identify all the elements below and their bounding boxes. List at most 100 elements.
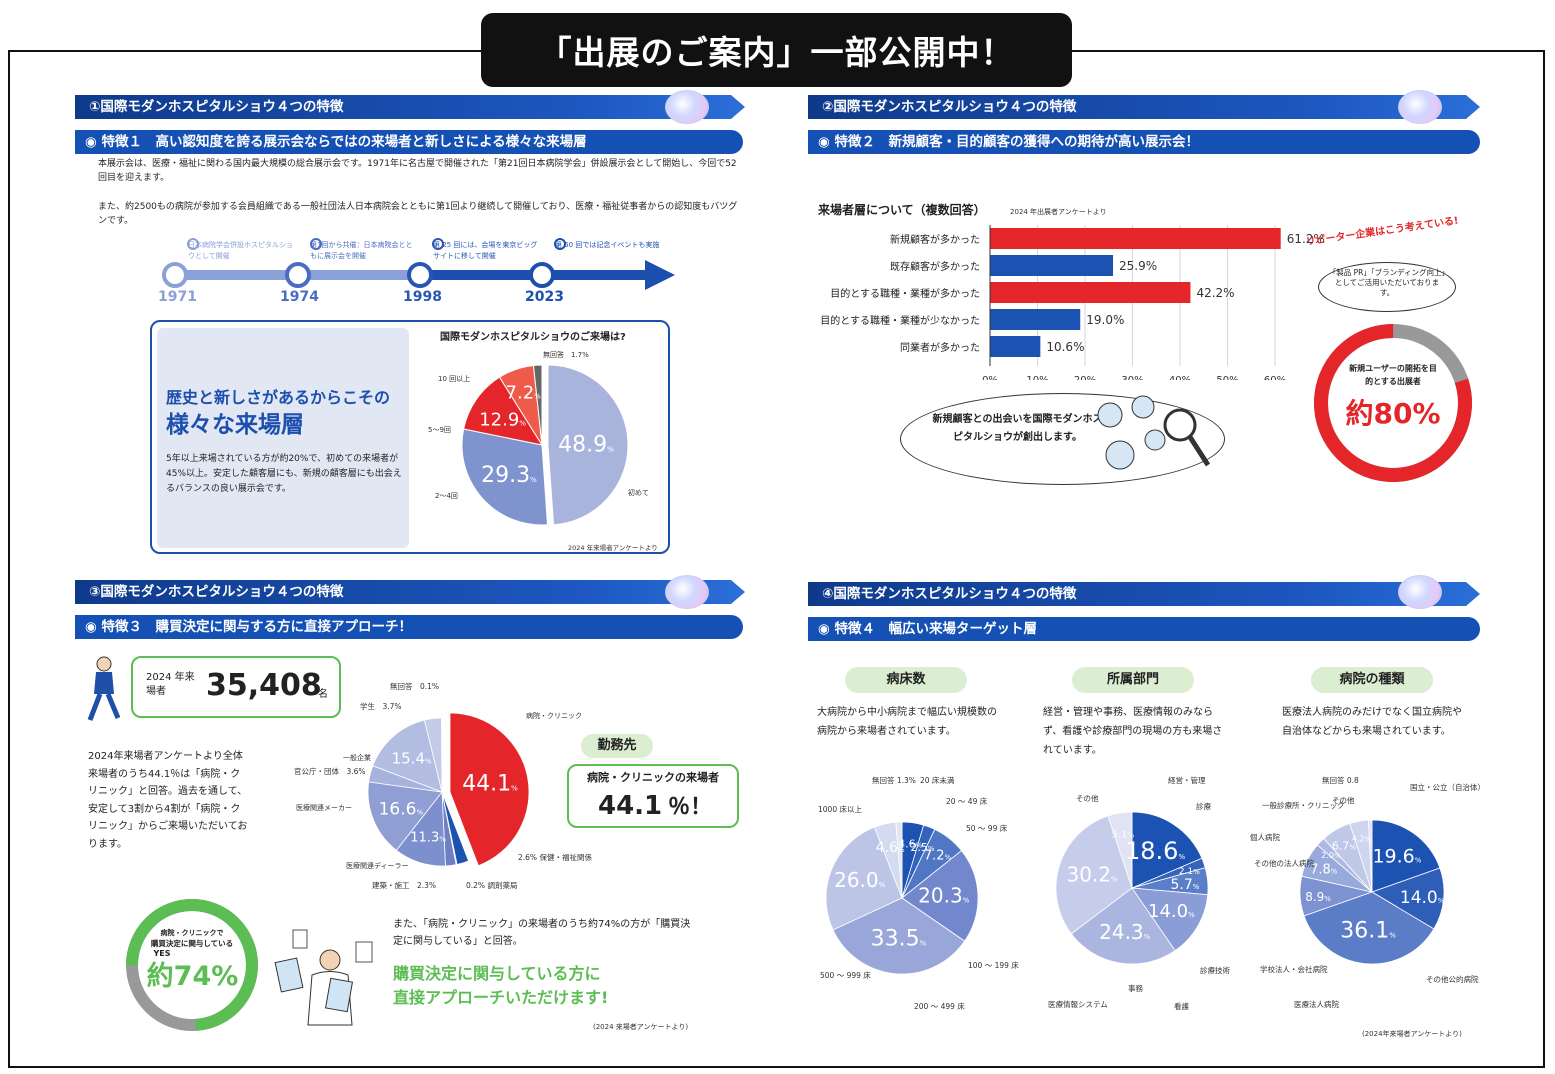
pie4c-slice [1371,819,1441,893]
text-department: 経営・管理や事務、医療情報のみならず、看護や診療部門の現場の方も来場されています… [1043,707,1223,756]
pie4a-outlabel: 500 ～ 999 床 [820,970,871,980]
pie4a-outlabel: 無回答 1.3% [872,775,916,785]
bar-title: 来場者層について（複数回答） [818,203,986,217]
timeline-year-1971: 1971 [158,289,197,305]
section1-header: ①国際モダンホスピタルショウ４つの特徴 [75,95,745,119]
pie3-outlabel: 官公庁・団体 3.6% [294,766,366,776]
timeline-dot [310,238,322,250]
pie4b-slice [1131,887,1209,952]
orb-icon [1398,90,1442,124]
pie1-outlabel: 初めて [628,488,649,497]
donut74-label1: 病院・クリニックで [160,929,224,937]
pie4b-value: 30.2% [1066,863,1118,887]
pie4a-slice [901,850,979,942]
pie4c-slice [1371,867,1445,930]
green-text2: 直接アプローチいただけます! [393,988,609,1007]
pie4a-slice [825,826,903,931]
pie4b-value: 2.1% [1179,867,1200,877]
pie1-slice [532,364,543,446]
pie4b-value: 18.6% [1125,837,1185,865]
pie4c-value: 2.0% [1321,851,1341,860]
pie4a-outlabel: 20 ～ 49 床 [946,796,988,806]
bar-category: 新規顧客が多かった [890,233,980,246]
pie4a-outlabel: 50 ～ 99 床 [966,823,1008,833]
pie4c-outlabel: その他公的病院 [1426,974,1479,984]
pie3-value: 15.4% [392,750,432,768]
pie4a-value: 2.5% [910,841,935,854]
donut80-label: 新規ユーザーの開拓を目的とする出展者 [1349,364,1437,386]
visitor-box-text: 5年以上来場されている方が約20%で、初めての来場者が45%以上。安定した顧客層… [166,454,402,494]
pie4b-slice [1070,887,1176,965]
pie4b-value: 5.1% [1112,830,1135,841]
donut74-label2: 購買決定に関与している [150,939,234,948]
bar-value: 19.0% [1086,313,1124,327]
pie4c-outlabel: 個人病院 [1250,832,1280,842]
pie4c-outlabel: 一般診療所・クリニック [1262,800,1345,810]
pie-hospital-type-chart: 19.6%14.0%36.1%8.9%7.8%2.0%6.7%4.2%国立・公立… [1250,775,1480,1009]
pie4b-slice [1055,815,1133,935]
section1-paragraph1: 本展示会は、医療・福祉に関わる国内最大規模の総合展示会です。1971年に名古屋で… [98,159,737,183]
bar-source: 2024 年出展者アンケートより [1010,208,1107,216]
pie4a-value: 33.5% [871,927,927,952]
running-man-icon [87,656,121,721]
bar-tick: 10% [1026,375,1048,380]
pie3-slice [372,719,443,793]
pie4c-outlabel: 医療法人病院 [1294,999,1339,1009]
pie4c-value: 36.1% [1340,918,1396,943]
bar [990,336,1041,357]
pie3-outlabel: 一般企業 [343,753,371,762]
pie1-chart: 48.9% 29.3% 12.9% 7.2% 初めて 2～4回 5～9回 10 回以上 無回答 … [428,350,649,526]
tag-beds: 病床数 [845,667,967,693]
timeline-year-1998: 1998 [403,289,442,305]
timeline-node [407,262,433,288]
pie4a-outlabel: 200 ～ 499 床 [914,1001,965,1011]
section3-feature: ◉ 特徴３ 購買決定に関与する方に直接アプローチ！ [75,615,743,639]
timeline-note-1971: 日本病院学会併設ホスピタルショウとして開催 [188,241,293,260]
visitor-box-title2: 様々な来場層 [166,412,304,438]
visitor-count-box [131,656,341,718]
pie4c-outlabel: 国立・公立（自治体）病院 [1410,782,1480,792]
pie4c-value: 14.0% [1400,888,1445,908]
section2-feature: ◉ 特徴２ 新規顧客・目的顧客の獲得への期待が高い展示会！ [808,130,1480,154]
pie4a-outlabel: 1000 床以上 [818,804,862,814]
pie3-slice [449,712,530,867]
pie1-slice [461,428,549,526]
pie4a-value: 26.0% [834,868,886,892]
visitor-box-title1: 歴史と新しさがあるからこその [166,388,391,407]
orb-icon [665,575,709,609]
pie3-value: 44.1% [462,772,518,797]
text-beds: 大病院から中小病院まで幅広い規模数の病院から来場者されています。 [817,707,997,737]
timeline-dot [554,238,566,250]
section4-source: (2024年来場者アンケートより) [1362,1030,1462,1038]
visitor-box-panel [157,328,409,548]
pie3-value: 16.6% [379,800,424,820]
pie4c-outlabel: その他の法人病院 [1254,858,1314,868]
timeline [162,238,675,290]
work-box-label: 病院・クリニックの来場者 [587,771,719,784]
speech-text: 新規顧客との出会いを国際モダンホスピタルショウが創出します。 [932,414,1103,443]
pie4c-slice [1367,819,1373,893]
bar-value: 42.2% [1196,286,1234,300]
bar [990,309,1081,330]
visitor-box [150,320,670,554]
pie4b-outlabel: 事務 [1128,983,1144,993]
visitor-count: 35,408 [206,668,322,703]
pie4b-slice [1107,811,1133,889]
people-magnifier-icon [1097,395,1211,470]
pie4c-slice [1303,891,1435,965]
timeline-node [529,262,555,288]
section2-header: ②国際モダンホスピタルショウ４つの特徴 [808,95,1480,119]
bar-value: 25.9% [1119,259,1157,273]
bar-category: 同業者が多かった [900,341,980,354]
bar-tick: 30% [1121,375,1143,380]
section3-text: 2024年来場者アンケートより全体来場者のうち44.1％は「病院・クリニック」と… [88,751,248,850]
pie1-outlabel: 無回答 1.7% [543,350,589,359]
bar-tick: 60% [1264,375,1286,380]
pie-beds-chart: 4.6%2.5%7.2%20.3%33.5%26.0%4.6%無回答 1.3% 2… [818,775,1019,1011]
tag-department: 所属部門 [1072,667,1194,693]
section1-feature: ◉ 特徴１ 高い認知度を誇る展示会ならではの来場者と新しさによる様々な来場層 [75,130,743,154]
pie1-slice [463,376,544,446]
pie4b-outlabel: その他 [1076,793,1099,803]
pie3-outlabel: 2.6% 保健・福祉関係 [518,852,592,862]
pie4a-value: 4.6% [876,840,905,856]
